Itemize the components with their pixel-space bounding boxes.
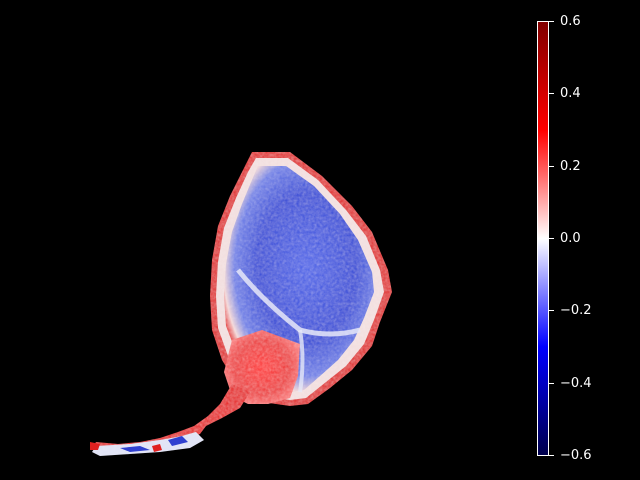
inner-divider bbox=[236, 268, 361, 337]
colorbar-tick bbox=[549, 93, 554, 94]
colorbar-tick-label: −0.4 bbox=[560, 376, 592, 391]
colorbar-tick bbox=[549, 455, 554, 456]
heatmap-image bbox=[90, 152, 392, 456]
stem-tail-red bbox=[90, 442, 162, 452]
colorbar bbox=[537, 21, 549, 456]
colorbar-tick-label: 0.4 bbox=[560, 86, 581, 101]
inner-divider-2 bbox=[298, 329, 305, 393]
colorbar-tick bbox=[549, 21, 554, 22]
colorbar-tick bbox=[549, 310, 554, 311]
neck-region bbox=[224, 330, 300, 404]
colorbar-tick-label: 0.6 bbox=[560, 14, 581, 29]
colorbar-tick-label: 0.0 bbox=[560, 231, 581, 246]
colorbar-tick-label: −0.2 bbox=[560, 303, 592, 318]
colorbar-tick-label: 0.2 bbox=[560, 159, 581, 174]
colorbar-tick bbox=[549, 166, 554, 167]
stem-tail-blue bbox=[120, 436, 188, 452]
colorbar-tick bbox=[549, 238, 554, 239]
colorbar-tick-label: −0.6 bbox=[560, 448, 592, 463]
colorbar-tick bbox=[549, 383, 554, 384]
